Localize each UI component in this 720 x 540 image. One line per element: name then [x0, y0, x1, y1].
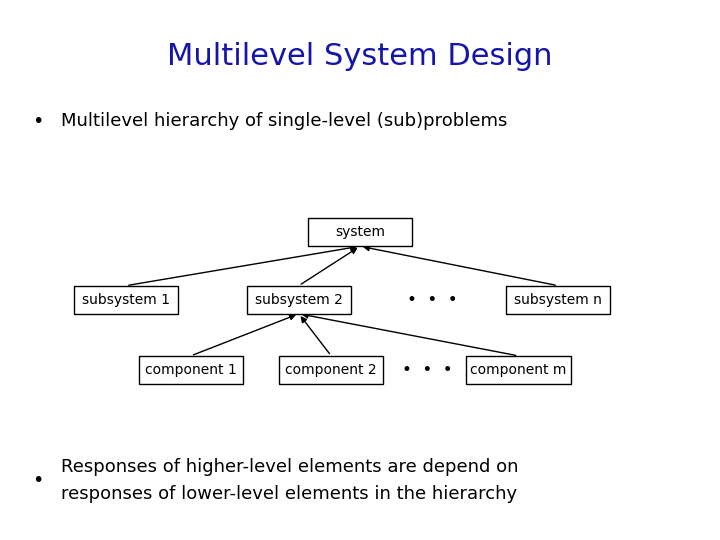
- Text: subsystem 2: subsystem 2: [255, 293, 343, 307]
- Text: •  •  •: • • •: [402, 361, 452, 379]
- Text: subsystem 1: subsystem 1: [82, 293, 170, 307]
- Text: •: •: [32, 112, 44, 131]
- Text: Responses of higher-level elements are depend on
responses of lower-level elemen: Responses of higher-level elements are d…: [61, 458, 518, 503]
- FancyBboxPatch shape: [505, 286, 611, 314]
- FancyBboxPatch shape: [73, 286, 179, 314]
- FancyBboxPatch shape: [308, 218, 412, 246]
- Text: component m: component m: [470, 363, 567, 377]
- Text: •  •  •: • • •: [407, 291, 457, 309]
- Text: component 1: component 1: [145, 363, 237, 377]
- FancyBboxPatch shape: [246, 286, 351, 314]
- Text: subsystem n: subsystem n: [514, 293, 602, 307]
- Text: Multilevel hierarchy of single-level (sub)problems: Multilevel hierarchy of single-level (su…: [61, 112, 508, 131]
- FancyBboxPatch shape: [138, 356, 243, 384]
- Text: •: •: [32, 471, 44, 490]
- FancyBboxPatch shape: [279, 356, 383, 384]
- Text: component 2: component 2: [285, 363, 377, 377]
- FancyBboxPatch shape: [467, 356, 571, 384]
- Text: Multilevel System Design: Multilevel System Design: [167, 42, 553, 71]
- Text: system: system: [335, 225, 385, 239]
